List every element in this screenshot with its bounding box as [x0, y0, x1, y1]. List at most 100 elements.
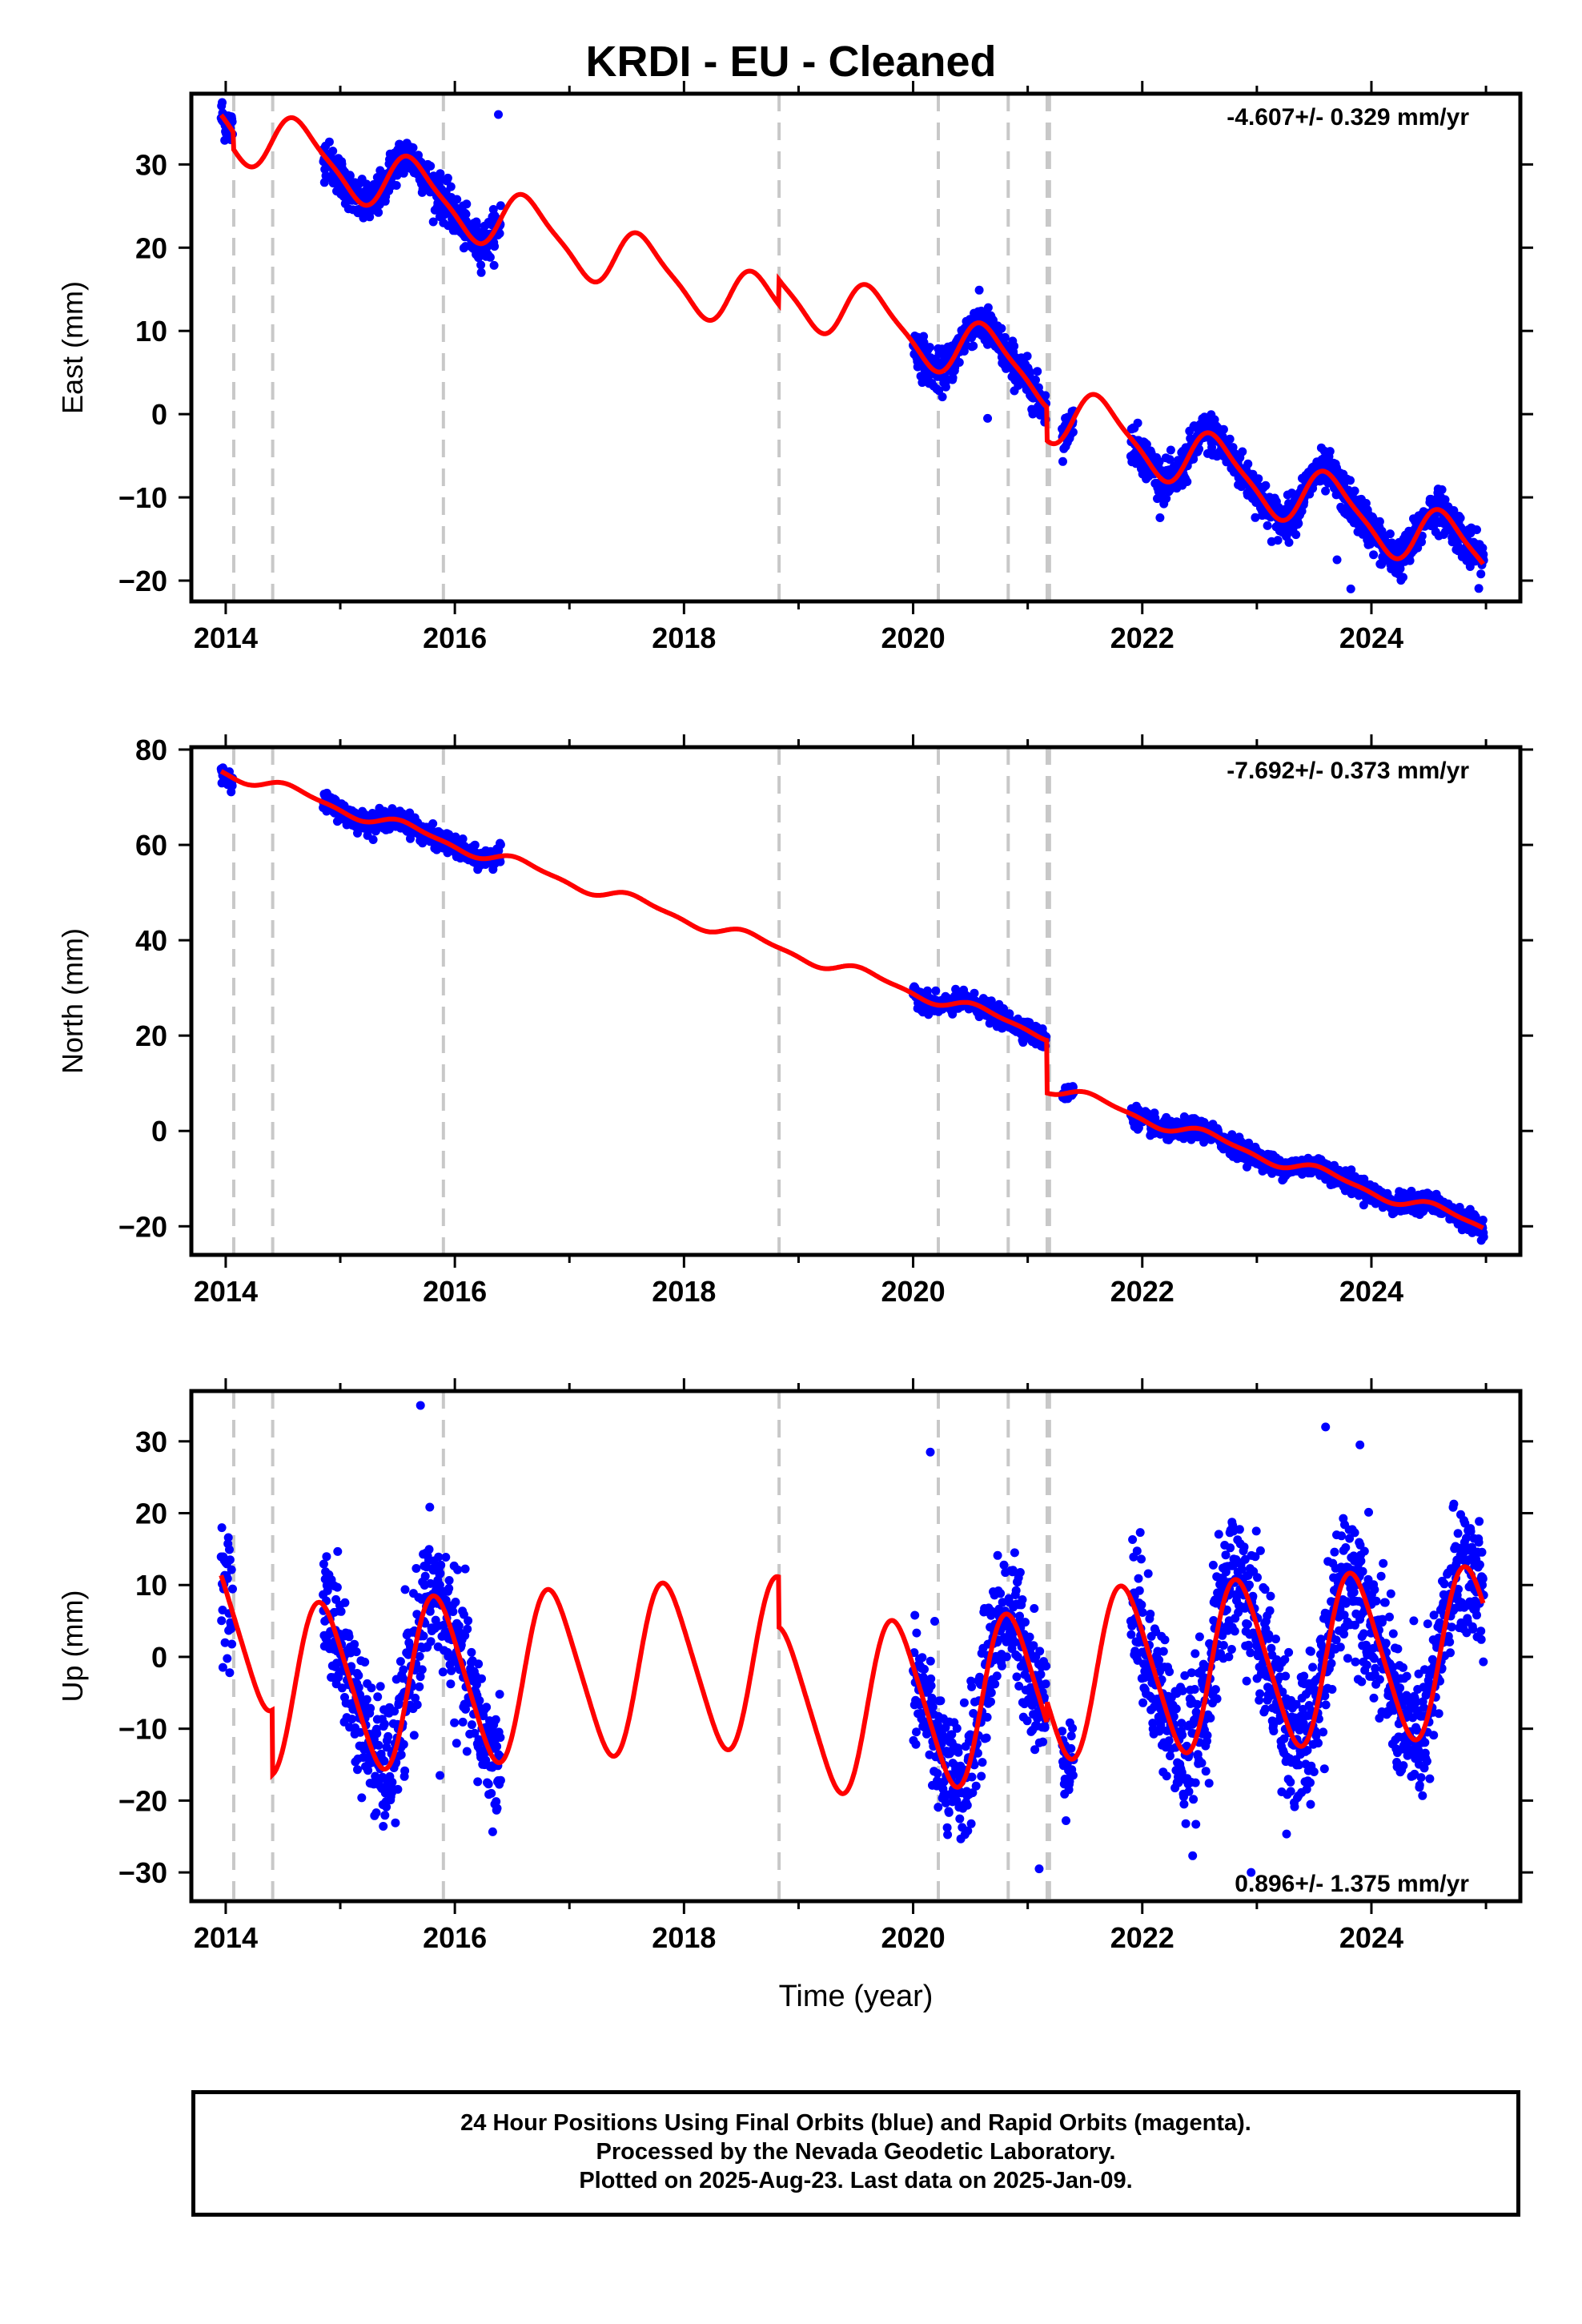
- data-point: [997, 1661, 1006, 1671]
- data-point: [1263, 521, 1272, 530]
- data-point: [997, 324, 1006, 333]
- data-point: [374, 207, 383, 217]
- data-points-up: [216, 1401, 1488, 1877]
- data-point: [417, 1665, 427, 1675]
- data-point: [217, 1523, 227, 1533]
- y-tick-label: 20: [135, 231, 167, 264]
- x-tick-label: 2014: [194, 1275, 258, 1308]
- data-point: [420, 1571, 430, 1581]
- data-point: [340, 1598, 350, 1607]
- data-point: [218, 98, 227, 107]
- data-point: [225, 1545, 234, 1554]
- data-point: [1294, 519, 1303, 529]
- data-point: [1375, 517, 1384, 526]
- data-point: [1041, 391, 1050, 400]
- data-point: [461, 209, 471, 219]
- data-point: [1133, 418, 1142, 428]
- data-point: [1002, 1652, 1011, 1662]
- data-point: [1359, 1200, 1368, 1210]
- data-point: [470, 840, 480, 850]
- data-point: [1219, 424, 1228, 434]
- data-point: [1472, 525, 1481, 534]
- panel-up: 2014 2016 2018 2020 2022 2024−30−20−100102030…: [56, 1378, 1533, 2013]
- data-point: [225, 1555, 235, 1565]
- data-point: [399, 1739, 408, 1749]
- x-tick-label: 2014: [194, 621, 258, 654]
- data-point: [393, 1784, 403, 1794]
- data-point: [999, 1560, 1009, 1570]
- data-point: [920, 1664, 929, 1674]
- data-point: [1395, 564, 1405, 573]
- data-point: [1000, 332, 1010, 342]
- data-point: [1261, 480, 1271, 490]
- data-point: [357, 1793, 367, 1803]
- data-point: [436, 1569, 445, 1578]
- data-point: [954, 358, 964, 367]
- data-point: [223, 1533, 233, 1542]
- data-point: [1165, 455, 1174, 464]
- y-axis-label: North (mm): [56, 928, 89, 1074]
- y-axis-label: East (mm): [56, 281, 89, 414]
- data-point: [362, 1695, 371, 1704]
- data-point: [489, 260, 499, 270]
- data-point: [379, 1822, 388, 1831]
- data-point: [458, 834, 468, 843]
- data-point: [1474, 584, 1484, 593]
- data-point: [1182, 477, 1192, 486]
- data-point-outlier: [494, 110, 504, 119]
- data-point: [1273, 536, 1283, 545]
- data-point: [488, 1827, 497, 1836]
- data-point: [450, 1718, 460, 1727]
- data-point: [982, 1712, 992, 1722]
- x-tick-label: 2018: [652, 621, 716, 654]
- data-point: [1031, 375, 1040, 384]
- data-point: [441, 1553, 451, 1562]
- data-point: [353, 1765, 362, 1775]
- data-point: [408, 143, 418, 152]
- data-point: [1478, 1216, 1488, 1224]
- data-point: [1028, 409, 1038, 419]
- data-point: [1022, 352, 1032, 361]
- y-tick-label: −10: [118, 481, 167, 514]
- data-point: [399, 1665, 408, 1675]
- data-point: [1015, 1568, 1025, 1577]
- data-point: [355, 1690, 365, 1699]
- data-point: [1369, 550, 1379, 560]
- data-point: [477, 1674, 486, 1683]
- data-point: [400, 1766, 410, 1775]
- data-point: [1166, 445, 1175, 455]
- data-point: [1347, 1165, 1356, 1175]
- data-point: [366, 1703, 375, 1713]
- data-point: [374, 1740, 383, 1750]
- data-point: [1361, 499, 1371, 508]
- data-point: [460, 1564, 470, 1574]
- data-point: [1012, 1672, 1022, 1682]
- x-tick-label: 2024: [1339, 1275, 1403, 1308]
- data-point: [347, 1715, 357, 1724]
- data-point: [971, 1781, 981, 1791]
- data-point: [930, 1617, 939, 1626]
- data-point: [954, 1747, 963, 1757]
- data-point: [983, 303, 993, 312]
- data-point: [986, 1688, 996, 1698]
- x-tick-label: 2022: [1110, 621, 1174, 654]
- data-point: [476, 260, 486, 270]
- data-point: [934, 1803, 943, 1812]
- data-point: [1346, 476, 1355, 485]
- data-point: [467, 1647, 476, 1657]
- data-point: [227, 1639, 237, 1649]
- data-point: [931, 986, 941, 995]
- data-point: [217, 1616, 227, 1626]
- data-point: [496, 1775, 505, 1785]
- data-point: [412, 1564, 421, 1573]
- panel-east: 2014 2016 2018 2020 2022 2024−20−100102030Eas…: [56, 81, 1533, 654]
- data-point: [910, 1610, 920, 1620]
- plot-frame-east: [189, 91, 1523, 604]
- y-tick-label: −20: [118, 1210, 167, 1243]
- data-point: [452, 195, 462, 204]
- y-tick-label: 40: [135, 924, 167, 957]
- data-point: [448, 1607, 458, 1616]
- data-point: [350, 1639, 359, 1649]
- data-point: [409, 1731, 419, 1740]
